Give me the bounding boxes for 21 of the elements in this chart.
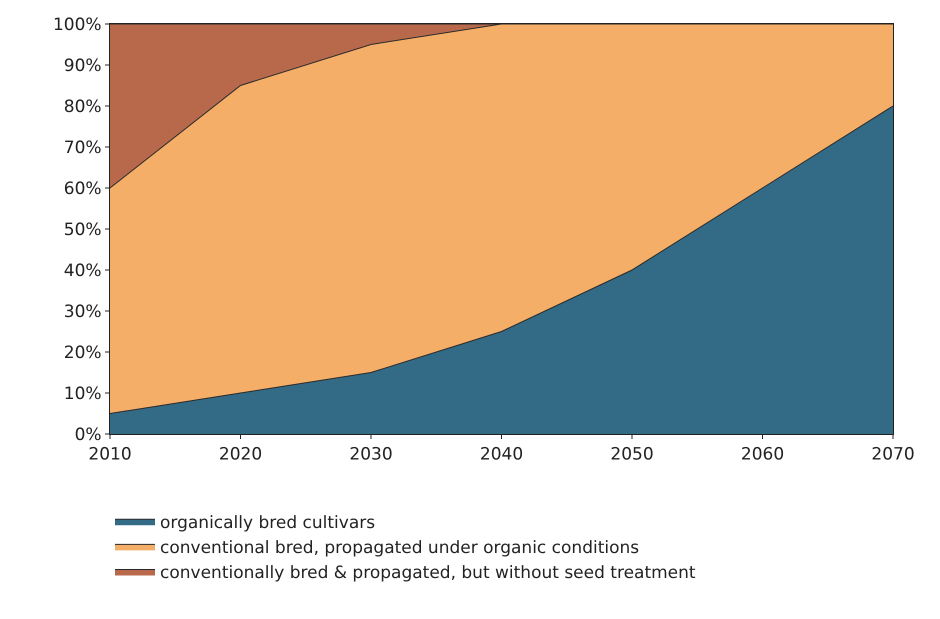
legend-label: conventionally bred & propagated, but without seed treatment <box>160 563 696 584</box>
x-tick-label: 2070 <box>871 444 915 464</box>
y-tick-label: 60% <box>64 178 102 199</box>
y-tick-label: 70% <box>64 138 102 158</box>
x-tick-label: 2050 <box>610 444 654 464</box>
y-tick-label: 80% <box>64 96 102 117</box>
x-tick-label: 2040 <box>480 444 524 464</box>
y-tick-label: 100% <box>52 14 102 35</box>
y-tick-label: 40% <box>64 260 102 281</box>
y-tick-label: 50% <box>64 220 102 240</box>
y-tick-label: 20% <box>64 342 102 363</box>
x-tick-label: 2010 <box>88 444 132 464</box>
legend-label: conventional bred, propagated under organic conditions <box>160 538 640 558</box>
y-tick-label: 30% <box>64 302 102 322</box>
x-tick-label: 2060 <box>740 444 784 464</box>
y-tick-label: 10% <box>64 384 102 404</box>
y-tick-label: 90% <box>64 56 102 76</box>
y-tick-label: 0% <box>74 424 102 445</box>
legend-label: organically bred cultivars <box>160 512 376 533</box>
x-tick-label: 2030 <box>349 444 393 464</box>
x-tick-label: 2020 <box>218 444 262 464</box>
